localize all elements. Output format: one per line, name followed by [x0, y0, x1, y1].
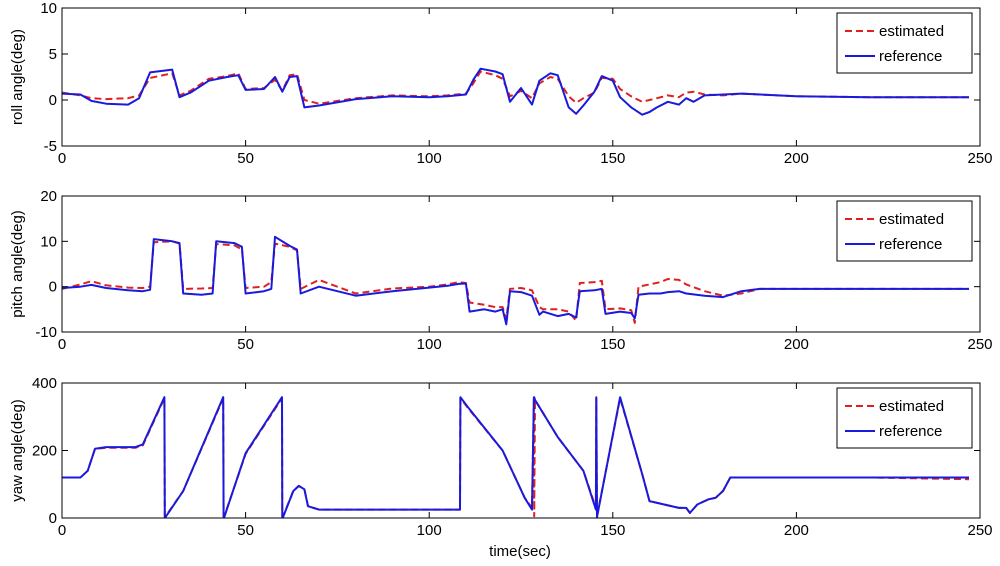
- pitch-y-axis-label: pitch angle(deg): [9, 210, 26, 318]
- roll-ytick-label: 0: [49, 92, 57, 109]
- roll-ytick-label: 10: [40, 0, 57, 17]
- yaw-legend-label-reference: reference: [879, 423, 942, 440]
- pitch-ytick-label: 20: [40, 188, 57, 205]
- yaw-legend: estimated reference: [836, 387, 973, 449]
- pitch-legend: estimated reference: [836, 200, 973, 262]
- pitch-axes-box: [61, 195, 981, 333]
- pitch-ytick-label: 10: [40, 233, 57, 250]
- roll-xtick-label: 100: [417, 150, 442, 167]
- yaw-xtick-label: 150: [600, 522, 625, 539]
- roll-series-reference: [62, 67, 969, 116]
- yaw-ytick-label: 400: [32, 375, 57, 392]
- pitch-xtick-label: 150: [600, 336, 625, 353]
- roll-legend-box: [836, 12, 973, 74]
- yaw-panel: 0 50 100 150 200 250 0 200 400 yaw angle(deg) esti…: [9, 375, 993, 539]
- yaw-xtick-label: 250: [967, 522, 992, 539]
- roll-xtick-label: 0: [58, 150, 66, 167]
- pitch-series-estimated: [62, 240, 969, 324]
- pitch-legend-box: [836, 200, 973, 262]
- pitch-xtick-label: 50: [237, 336, 254, 353]
- roll-legend-label-estimated: estimated: [879, 23, 944, 40]
- roll-axes-box: [61, 7, 981, 147]
- pitch-xtick-label: 0: [58, 336, 66, 353]
- yaw-series-reference: [62, 396, 969, 518]
- roll-ytick-label: -5: [44, 138, 57, 155]
- roll-legend-label-reference: reference: [879, 48, 942, 65]
- roll-xtick-label: 150: [600, 150, 625, 167]
- pitch-ytick-label: -10: [35, 324, 57, 341]
- pitch-xtick-label: 100: [417, 336, 442, 353]
- roll-legend: estimated reference: [836, 12, 973, 74]
- yaw-xtick-label: 0: [58, 522, 66, 539]
- yaw-legend-box: [836, 387, 973, 449]
- yaw-xtick-label: 100: [417, 522, 442, 539]
- pitch-xtick-label: 200: [784, 336, 809, 353]
- x-axis-label: time(sec): [489, 543, 551, 560]
- pitch-ytick-label: 0: [49, 279, 57, 296]
- pitch-series-reference: [62, 235, 969, 326]
- roll-xtick-label: 250: [967, 150, 992, 167]
- roll-ytick-label: 5: [49, 46, 57, 63]
- yaw-xtick-label: 50: [237, 522, 254, 539]
- yaw-xtick-label: 200: [784, 522, 809, 539]
- yaw-legend-label-estimated: estimated: [879, 398, 944, 415]
- pitch-legend-label-reference: reference: [879, 236, 942, 253]
- yaw-y-axis-label: yaw angle(deg): [9, 399, 26, 502]
- roll-xtick-label: 50: [237, 150, 254, 167]
- pitch-xtick-label: 250: [967, 336, 992, 353]
- pitch-legend-label-estimated: estimated: [879, 211, 944, 228]
- yaw-ytick-label: 200: [32, 443, 57, 460]
- roll-y-axis-label: roll angle(deg): [9, 29, 26, 125]
- roll-xtick-label: 200: [784, 150, 809, 167]
- yaw-ytick-label: 0: [49, 510, 57, 527]
